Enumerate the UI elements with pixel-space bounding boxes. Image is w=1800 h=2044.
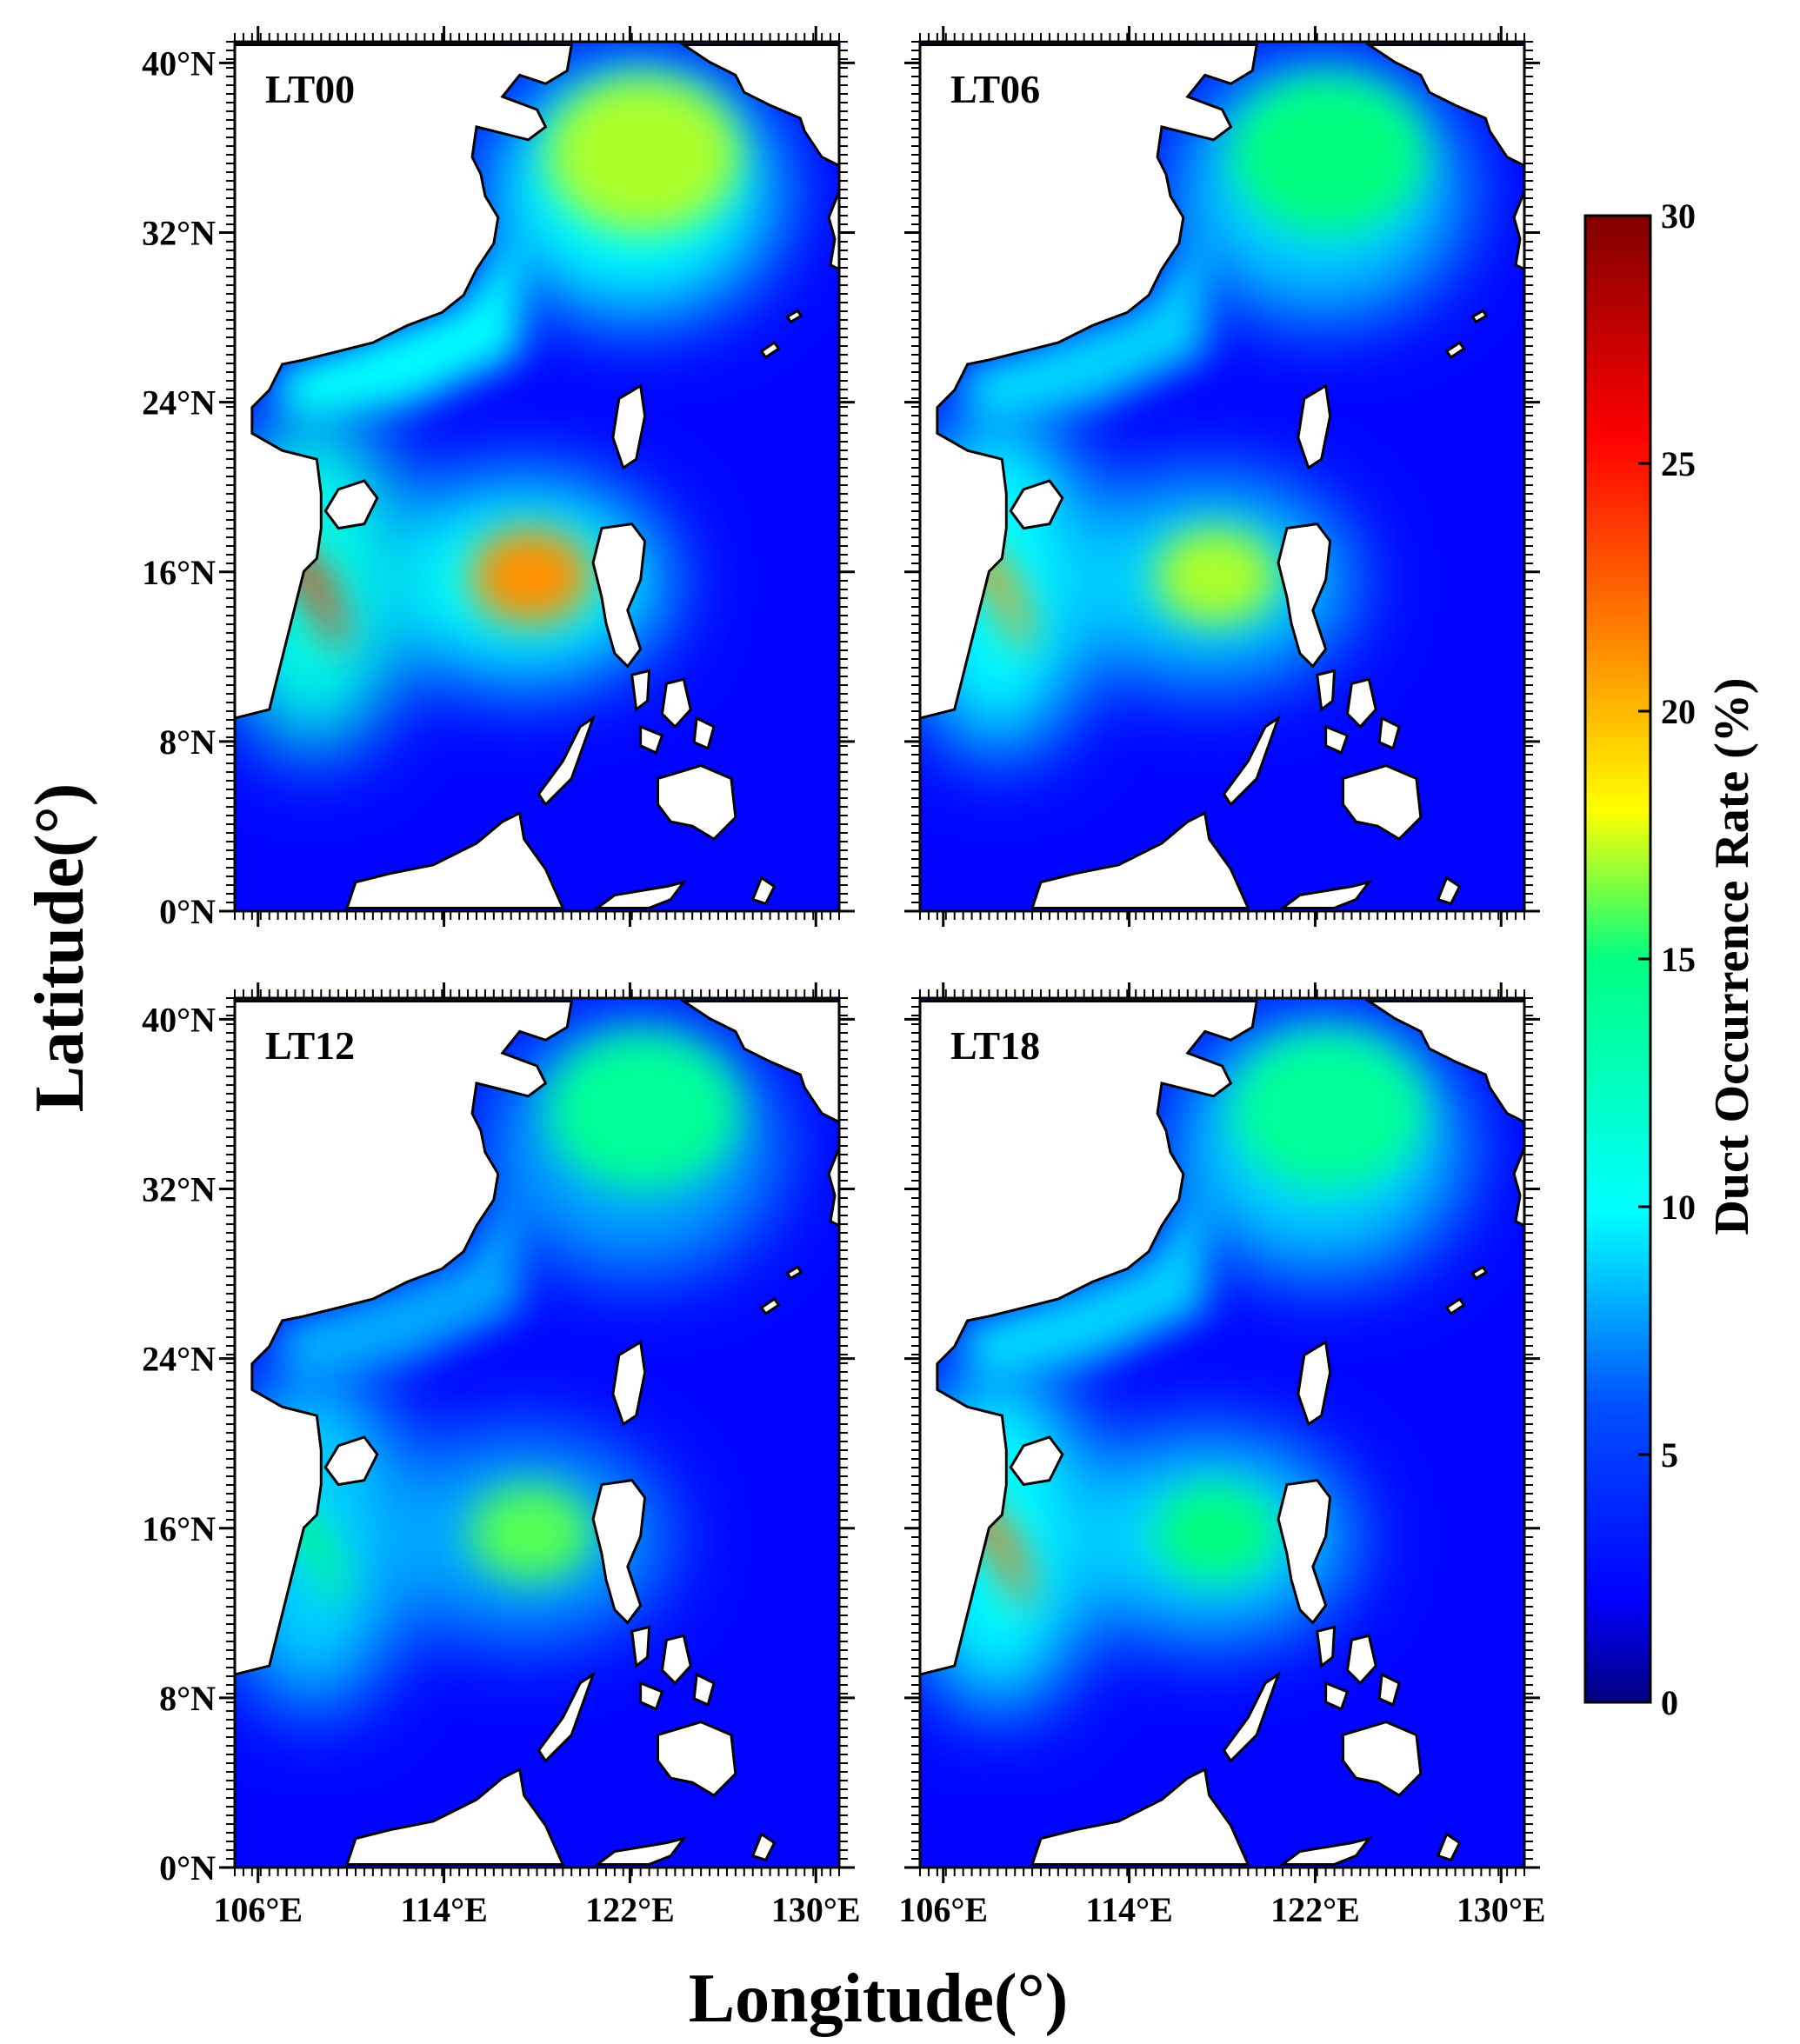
x-axis-title: Longitude(°) <box>689 1961 1068 2037</box>
longitude-tick-label: 106°E <box>213 1890 303 1929</box>
latitude-tick-label: 8°N <box>159 722 216 762</box>
panel-label: LT18 <box>950 1023 1040 1068</box>
south-china-sea-hotspot <box>470 529 591 624</box>
y-axis-title: Latitude(°) <box>22 783 98 1113</box>
minor-ticks <box>911 33 1533 920</box>
longitude-tick-label: 130°E <box>1457 1890 1546 1929</box>
latitude-tick-label: 40°N <box>142 1000 216 1039</box>
longitude-tick-label: 114°E <box>1085 1890 1172 1929</box>
coastal-china-rate-band <box>955 163 1207 424</box>
yellow-sea-hotspot <box>548 1033 739 1189</box>
map-panel-lt06: LT06 <box>904 26 1540 927</box>
colorbar-tick-label: 10 <box>1661 1188 1696 1227</box>
colorbar-title: Duct Occurrence Rate (%) <box>1705 677 1759 1235</box>
latitude-tick-label: 0°N <box>159 892 216 931</box>
south-china-sea-hotspot <box>1155 1485 1277 1581</box>
latitude-tick-label: 16°N <box>142 553 216 592</box>
coastal-china-rate-band <box>270 163 522 424</box>
longitude-tick-label: 130°E <box>771 1890 861 1929</box>
minor-ticks <box>226 33 848 920</box>
colorbar-tick-label: 5 <box>1661 1435 1678 1475</box>
south-china-sea-hotspot <box>470 1485 591 1581</box>
south-china-sea-hotspot <box>1155 529 1277 624</box>
coastal-china-rate-band <box>270 1120 522 1381</box>
longitude-tick-label: 122°E <box>1270 1890 1360 1929</box>
colorbar-tick-label: 20 <box>1661 692 1696 731</box>
panel-label: LT00 <box>265 67 355 111</box>
latitude-tick-label: 24°N <box>142 1340 216 1379</box>
latitude-tick-label: 40°N <box>142 43 216 83</box>
yellow-sea-hotspot <box>1233 77 1424 233</box>
panel-label: LT12 <box>265 1023 355 1068</box>
map-panel-lt00: 40°N 32°N 24°N 16°N 8°N 0°N LT00 <box>142 26 855 931</box>
yellow-sea-hotspot <box>548 77 739 233</box>
longitude-tick-label: 106°E <box>898 1890 988 1929</box>
longitude-tick-label: 122°E <box>585 1890 675 1929</box>
yellow-sea-hotspot <box>1233 1033 1424 1189</box>
latitude-tick-label: 8°N <box>159 1679 216 1718</box>
colorbar-tick-label: 25 <box>1661 444 1696 483</box>
latitude-tick-label: 16°N <box>142 1509 216 1548</box>
latitude-tick-label: 32°N <box>142 1170 216 1209</box>
latitude-tick-label: 0°N <box>159 1848 216 1888</box>
latitude-tick-label: 32°N <box>142 214 216 253</box>
panel-label: LT06 <box>950 67 1040 111</box>
map-panel-lt18: 106°E 114°E 122°E 130°E LT18 <box>898 982 1546 1929</box>
minor-ticks <box>226 989 848 1876</box>
coastal-china-rate-band <box>955 1120 1207 1381</box>
colorbar-tick-label: 0 <box>1661 1683 1678 1722</box>
colorbar-tick-label: 30 <box>1661 196 1696 236</box>
colorbar-tick-label: 15 <box>1661 940 1696 979</box>
latitude-tick-label: 24°N <box>142 383 216 423</box>
longitude-tick-label: 114°E <box>400 1890 487 1929</box>
colorbar: 30 25 20 15 10 5 0 Duct Occurrence Rate (%) <box>1583 196 1759 1722</box>
